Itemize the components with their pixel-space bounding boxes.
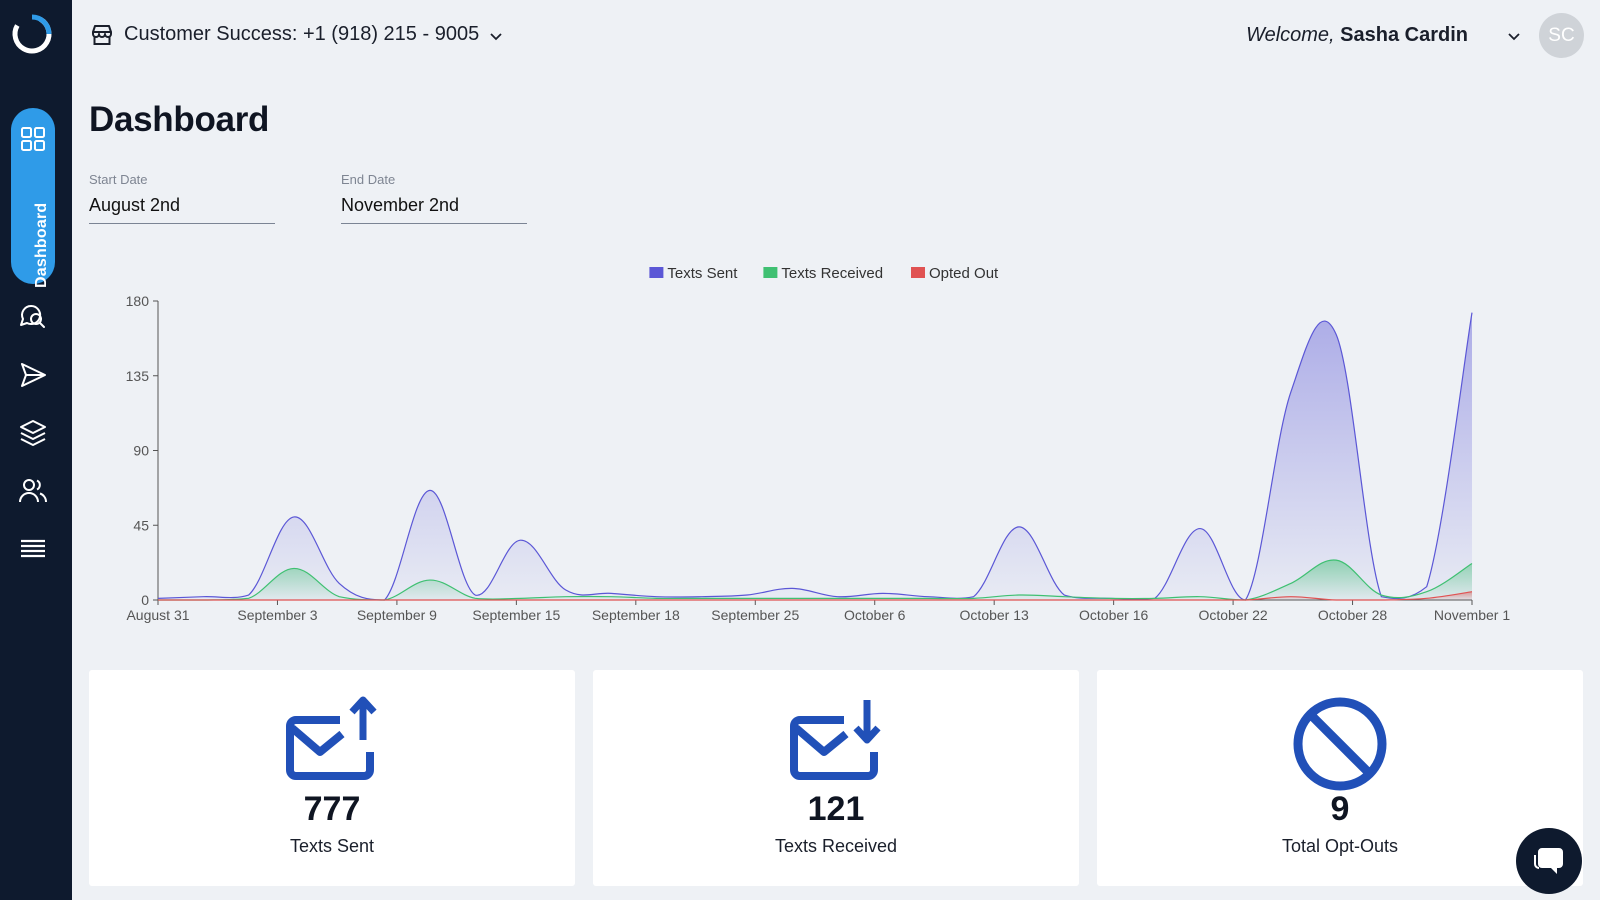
x-tick-label: September 15: [472, 607, 560, 623]
stat-value: 777: [303, 790, 361, 828]
x-tick-label: September 18: [592, 607, 680, 623]
activity-area-chart: Texts Sent Texts Received Opted Out 0 45 90 13…: [126, 265, 1511, 623]
sidebar-item-label: Dashboard: [33, 202, 50, 288]
y-tick-label: 135: [126, 368, 150, 384]
y-tick-label: 180: [126, 293, 150, 309]
app-logo-icon[interactable]: [9, 11, 55, 57]
x-tick-label: August 31: [126, 607, 189, 623]
series-line: [158, 591, 1473, 601]
layers-icon[interactable]: [18, 418, 48, 448]
stat-label: Total Opt-Outs: [1281, 836, 1399, 856]
chat-bubble-icon: [1534, 848, 1563, 874]
legend-label: Texts Received: [781, 265, 883, 282]
series-area: [158, 312, 1472, 600]
chat-launcher-button[interactable]: [1516, 828, 1582, 894]
users-icon[interactable]: [18, 476, 48, 506]
x-tick-label: September 25: [711, 607, 799, 623]
legend-label: Texts Sent: [667, 265, 738, 282]
user-menu[interactable]: Welcome, Sasha Cardin: [1246, 24, 1468, 47]
x-tick-label: October 22: [1198, 607, 1267, 623]
x-tick-label: October 6: [844, 607, 906, 623]
store-icon: [92, 25, 112, 45]
legend-swatch: [649, 267, 664, 278]
stat-value: 121: [807, 790, 865, 828]
block-icon: [1293, 697, 1387, 791]
account-label: Customer Success: +1 (918) 215 - 9005: [124, 23, 480, 45]
page-title: Dashboard: [89, 100, 270, 139]
start-date-field[interactable]: Start Date August 2nd: [89, 172, 275, 224]
series-area: [158, 559, 1472, 600]
account-selector[interactable]: Customer Success: +1 (918) 215 - 9005: [124, 23, 479, 46]
x-tick-label: September 3: [237, 607, 317, 623]
sidebar: Dashboard: [0, 0, 72, 900]
end-date-value: November 2nd: [341, 195, 460, 215]
y-tick-label: 45: [133, 517, 149, 533]
legend-label: Opted Out: [929, 265, 999, 282]
stat-label: Texts Sent: [289, 836, 375, 856]
x-tick-label: November 1: [1434, 607, 1510, 623]
send-icon[interactable]: [18, 360, 48, 390]
series-line: [157, 312, 1473, 601]
end-date-label: End Date: [341, 172, 396, 187]
user-name: Sasha Cardin: [1340, 24, 1468, 46]
mail-receive-icon: [790, 700, 881, 780]
stat-card-texts-received: 121 Texts Received: [593, 670, 1079, 886]
stat-value: 9: [1330, 790, 1350, 828]
sidebar-item-dashboard[interactable]: Dashboard: [11, 108, 55, 288]
chevron-down-icon[interactable]: [1506, 28, 1522, 44]
x-tick-label: October 16: [1079, 607, 1148, 623]
start-date-label: Start Date: [89, 172, 148, 187]
avatar-initials: SC: [1548, 24, 1575, 46]
x-tick-label: October 28: [1318, 607, 1387, 623]
stat-card-texts-sent: 777 Texts Sent: [89, 670, 575, 886]
legend-swatch: [763, 267, 778, 278]
chat-search-icon[interactable]: [18, 302, 48, 332]
grid-icon: [21, 127, 45, 151]
legend-swatch: [911, 267, 925, 278]
chevron-down-icon[interactable]: [488, 28, 504, 44]
y-tick-label: 0: [141, 592, 149, 608]
start-date-value: August 2nd: [89, 195, 181, 215]
x-tick-label: October 13: [960, 607, 1029, 623]
mail-send-icon: [286, 696, 377, 780]
end-date-field[interactable]: End Date November 2nd: [341, 172, 527, 224]
stat-label: Texts Received: [774, 836, 898, 856]
stat-card-opt-outs: 9 Total Opt-Outs: [1097, 670, 1583, 886]
avatar[interactable]: SC: [1539, 13, 1584, 58]
x-tick-label: September 9: [357, 607, 437, 623]
welcome-prefix: Welcome,: [1246, 24, 1335, 46]
menu-icon[interactable]: [18, 534, 48, 564]
y-tick-label: 90: [133, 443, 149, 459]
